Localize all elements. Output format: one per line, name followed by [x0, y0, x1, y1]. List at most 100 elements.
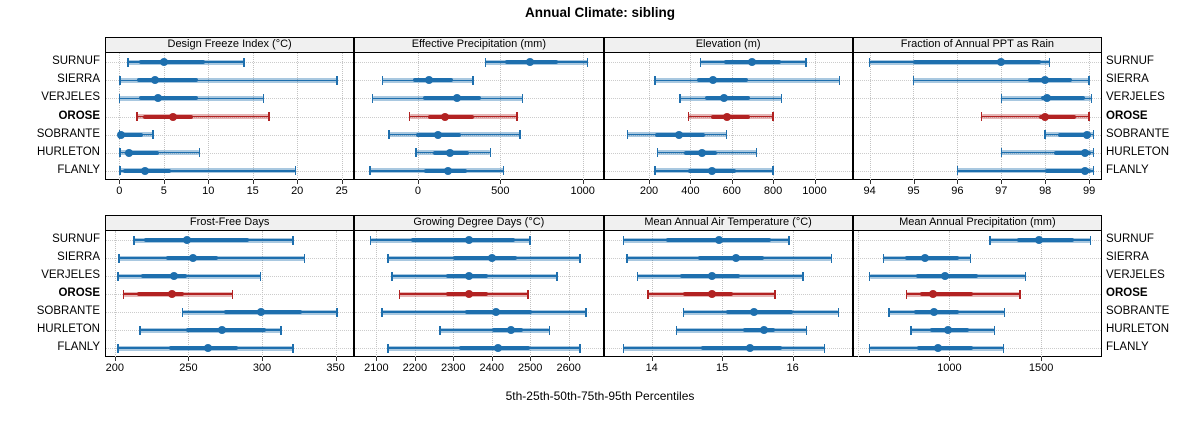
horizontal-gridline	[604, 134, 852, 136]
panel-strip-title: Effective Precipitation (mm)	[411, 38, 547, 50]
axis-tick-mark	[297, 180, 299, 184]
row-label-left: HURLETON	[36, 323, 100, 335]
whisker-cap-p95	[280, 325, 282, 335]
axis-tick-label: 99	[1082, 185, 1096, 197]
whisker-cap-p95	[527, 289, 530, 299]
whisker-cap-p95	[802, 271, 804, 281]
median-dot	[746, 344, 755, 352]
whisker-cap-p5	[119, 75, 121, 85]
axis-tick-label: 15	[715, 362, 729, 374]
row-label-left: OROSE	[58, 287, 100, 299]
axis-tick-label: 400	[681, 185, 700, 197]
chart-caption: 5th-25th-50th-75th-95th Percentiles	[505, 389, 695, 403]
interquartile-segment-25-75	[422, 96, 481, 101]
median-dot	[453, 94, 462, 103]
panel-strip: Growing Degree Days (°C)	[355, 216, 603, 231]
panel-5: Growing Degree Days (°C)	[354, 215, 604, 357]
whisker-cap-p5	[388, 130, 390, 140]
median-dot	[714, 236, 723, 244]
median-dot	[940, 272, 949, 280]
panel-strip-title: Growing Degree Days (°C)	[413, 216, 545, 228]
axis-tick-label: 600	[722, 185, 741, 197]
median-dot	[125, 148, 134, 157]
median-dot	[749, 308, 758, 316]
whisker-cap-p5	[181, 307, 184, 317]
axis-tick-mark	[500, 180, 502, 184]
row-label-left: FLANLY	[57, 341, 100, 353]
axis-tick-label: 800	[763, 185, 783, 197]
whisker-cap-p95	[231, 289, 234, 299]
axis-tick-label: 97	[995, 185, 1008, 197]
axis-tick-label: 2600	[556, 362, 581, 374]
median-dot	[719, 94, 728, 103]
whisker-cap-p95	[1002, 343, 1005, 353]
whisker-line-5-95	[120, 152, 200, 154]
interquartile-segment-25-75	[1058, 132, 1092, 137]
whisker-cap-p5	[117, 343, 119, 353]
panel-strip: Frost-Free Days	[106, 216, 354, 231]
panel-plot-area	[106, 231, 354, 357]
median-dot	[920, 254, 929, 262]
median-dot	[464, 236, 473, 244]
whisker-cap-p95	[262, 93, 265, 103]
axis-tick-mark	[188, 357, 190, 361]
whisker-cap-p5	[622, 343, 625, 353]
whisker-cap-p95	[1088, 75, 1090, 85]
median-dot	[707, 272, 716, 280]
median-dot	[707, 290, 716, 298]
median-dot	[1041, 76, 1050, 85]
whisker-cap-p5	[398, 289, 401, 299]
whisker-cap-p5	[1000, 148, 1003, 158]
row-label-right: SIERRA	[1106, 251, 1149, 263]
median-dot	[1082, 130, 1091, 139]
axis-tick-mark	[913, 180, 915, 184]
interquartile-segment-25-75	[143, 114, 194, 119]
median-dot	[218, 326, 227, 334]
median-dot	[487, 254, 496, 262]
panel-7: Mean Annual Precipitation (mm)	[852, 215, 1102, 357]
row-label-right: SOBRANTE	[1106, 305, 1170, 317]
row-label-right: SOBRANTE	[1106, 127, 1170, 140]
median-dot	[760, 326, 769, 334]
whisker-cap-p95	[780, 93, 783, 103]
axis-tick-label: 200	[105, 362, 124, 374]
axis-tick-mark	[376, 357, 378, 361]
interquartile-segment-25-75	[1027, 78, 1072, 83]
interquartile-segment-25-75	[453, 256, 517, 260]
whisker-cap-p95	[1003, 307, 1006, 317]
whisker-cap-p5	[682, 307, 685, 317]
axis-tick-mark	[568, 357, 570, 361]
interquartile-segment-25-75	[137, 78, 198, 83]
axis-tick-mark	[491, 357, 493, 361]
panel-strip-title: Design Freeze Index (°C)	[167, 38, 292, 50]
whisker-line-5-95	[957, 170, 1094, 172]
whisker-line-5-95	[1001, 152, 1094, 154]
whisker-cap-p5	[654, 75, 656, 85]
median-dot	[525, 58, 534, 67]
whisker-cap-p95	[774, 289, 776, 299]
median-dot	[929, 308, 938, 316]
axis-tick-label: 95	[907, 185, 920, 197]
whisker-line-5-95	[676, 329, 807, 331]
whisker-cap-p5	[626, 130, 629, 140]
row-label-right: FLANLY	[1106, 163, 1149, 176]
panel-strip-title: Elevation (m)	[695, 38, 761, 50]
whisker-cap-p5	[127, 57, 129, 67]
whisker-cap-p95	[1088, 112, 1090, 121]
axis-tick-mark	[814, 180, 816, 184]
whisker-cap-p5	[381, 75, 384, 85]
median-dot	[1043, 94, 1052, 103]
axis-tick-mark	[252, 180, 254, 184]
median-dot	[934, 344, 943, 352]
interquartile-segment-25-75	[138, 60, 205, 65]
whisker-cap-p5	[912, 75, 915, 85]
panel-strip: Fraction of Annual PPT as Rain	[853, 38, 1101, 53]
axis-tick-mark	[792, 357, 794, 361]
horizontal-gridline	[853, 98, 1101, 100]
median-dot	[168, 112, 177, 121]
whisker-cap-p5	[699, 57, 702, 67]
axis-tick-label: 300	[252, 362, 272, 374]
median-dot	[159, 58, 168, 67]
panel-strip: Mean Annual Air Temperature (°C)	[604, 216, 852, 231]
